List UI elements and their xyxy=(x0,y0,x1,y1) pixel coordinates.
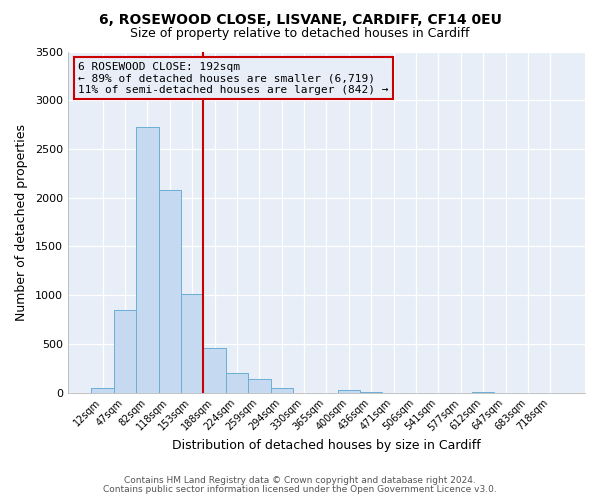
Text: Contains HM Land Registry data © Crown copyright and database right 2024.: Contains HM Land Registry data © Crown c… xyxy=(124,476,476,485)
Bar xyxy=(248,378,271,392)
Text: 6 ROSEWOOD CLOSE: 192sqm
← 89% of detached houses are smaller (6,719)
11% of sem: 6 ROSEWOOD CLOSE: 192sqm ← 89% of detach… xyxy=(78,62,389,95)
Bar xyxy=(158,190,181,392)
Bar xyxy=(338,390,360,392)
Bar xyxy=(181,294,203,392)
Text: Contains public sector information licensed under the Open Government Licence v3: Contains public sector information licen… xyxy=(103,485,497,494)
Text: 6, ROSEWOOD CLOSE, LISVANE, CARDIFF, CF14 0EU: 6, ROSEWOOD CLOSE, LISVANE, CARDIFF, CF1… xyxy=(98,12,502,26)
Bar xyxy=(136,127,158,392)
Bar xyxy=(91,388,114,392)
Text: Size of property relative to detached houses in Cardiff: Size of property relative to detached ho… xyxy=(130,28,470,40)
X-axis label: Distribution of detached houses by size in Cardiff: Distribution of detached houses by size … xyxy=(172,440,481,452)
Bar xyxy=(114,310,136,392)
Bar xyxy=(271,388,293,392)
Bar xyxy=(203,348,226,393)
Bar xyxy=(226,373,248,392)
Y-axis label: Number of detached properties: Number of detached properties xyxy=(15,124,28,320)
